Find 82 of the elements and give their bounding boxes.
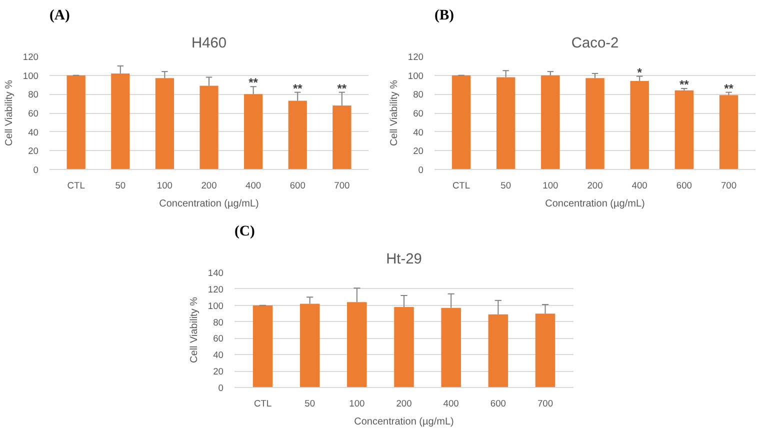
bar <box>347 302 367 388</box>
text: (B) <box>434 8 454 24</box>
x-tick-label: CTL <box>254 398 272 408</box>
bar <box>200 86 218 170</box>
y-axis-title: Cell Viability % <box>4 80 15 146</box>
y-tick-label: 40 <box>213 350 224 360</box>
x-tick-label: 100 <box>349 398 365 408</box>
annotation: ** <box>248 76 258 90</box>
bar <box>496 77 516 170</box>
x-tick-label: 50 <box>304 398 316 408</box>
y-axis-title: Cell Viability % <box>188 296 200 363</box>
x-tick-label: 600 <box>290 180 306 190</box>
bar <box>630 80 649 170</box>
x-tick-label: 50 <box>115 180 126 190</box>
annotation: * <box>637 65 642 80</box>
y-tick-label: 0 <box>33 165 39 175</box>
bar <box>488 314 508 388</box>
x-tick-label: 200 <box>396 398 412 408</box>
y-tick-label: 0 <box>418 165 424 175</box>
y-tick-label: 60 <box>413 108 424 118</box>
x-axis-title: Concentration (µg/mL) <box>159 198 259 210</box>
y-tick-label: 80 <box>413 90 424 100</box>
x-tick-label: 700 <box>537 398 554 408</box>
bar <box>244 94 263 170</box>
y-tick-label: 60 <box>213 334 224 344</box>
annotation: ** <box>724 81 734 96</box>
bar <box>288 100 307 170</box>
x-tick-label: 400 <box>246 180 262 190</box>
bar <box>452 75 471 170</box>
y-tick-label: 80 <box>213 317 224 328</box>
x-tick-label: 400 <box>443 398 459 408</box>
x-tick-label: 600 <box>676 180 692 190</box>
chart-title: Ht-29 <box>386 252 422 268</box>
y-tick-label: 40 <box>413 127 424 138</box>
y-tick-label: 80 <box>28 90 39 100</box>
y-tick-label: 40 <box>28 127 39 138</box>
bar <box>252 305 273 388</box>
x-axis-title: Concentration (µg/mL) <box>545 198 645 210</box>
bar <box>394 307 414 388</box>
x-tick-label: 200 <box>587 180 603 190</box>
text: (C) <box>234 224 255 240</box>
x-tick-label: 200 <box>201 180 217 190</box>
y-tick-label: 100 <box>208 300 224 311</box>
chart-title: H460 <box>191 36 227 52</box>
y-tick-label: 20 <box>413 146 424 156</box>
annotation: ** <box>679 78 690 92</box>
x-tick-label: 700 <box>720 180 737 190</box>
y-tick-label: 140 <box>208 268 224 278</box>
x-tick-label: CTL <box>67 180 85 190</box>
y-tick-label: 20 <box>28 146 39 156</box>
y-tick-label: 120 <box>408 52 424 62</box>
bar <box>535 314 556 388</box>
y-tick-label: 120 <box>208 284 224 294</box>
x-tick-label: 100 <box>542 180 558 190</box>
x-tick-label: 600 <box>490 398 506 408</box>
y-tick-label: 20 <box>213 366 224 377</box>
text: (A) <box>50 8 70 24</box>
y-tick-label: 100 <box>22 70 39 81</box>
bar <box>66 75 86 170</box>
bar <box>441 308 461 388</box>
y-tick-label: 60 <box>28 108 39 118</box>
bar <box>719 95 738 170</box>
y-tick-label: 100 <box>408 70 424 81</box>
y-axis-title: Cell Viability % <box>388 80 400 146</box>
x-tick-label: 100 <box>156 180 172 190</box>
bar <box>155 78 174 170</box>
y-tick-label: 0 <box>218 383 224 393</box>
x-tick-label: CTL <box>452 180 470 190</box>
bar <box>111 73 130 170</box>
annotation: ** <box>292 81 303 96</box>
chart-title: Caco-2 <box>571 36 619 52</box>
bar <box>541 75 560 170</box>
bar <box>674 90 694 170</box>
y-tick-label: 120 <box>22 52 39 62</box>
x-tick-label: 400 <box>632 180 648 190</box>
x-tick-label: 50 <box>500 180 512 190</box>
bar <box>300 304 320 388</box>
annotation: ** <box>337 81 347 96</box>
bar <box>332 105 352 170</box>
bar <box>586 78 604 170</box>
x-axis-title: Concentration (µg/mL) <box>354 416 454 428</box>
x-tick-label: 700 <box>334 180 350 190</box>
